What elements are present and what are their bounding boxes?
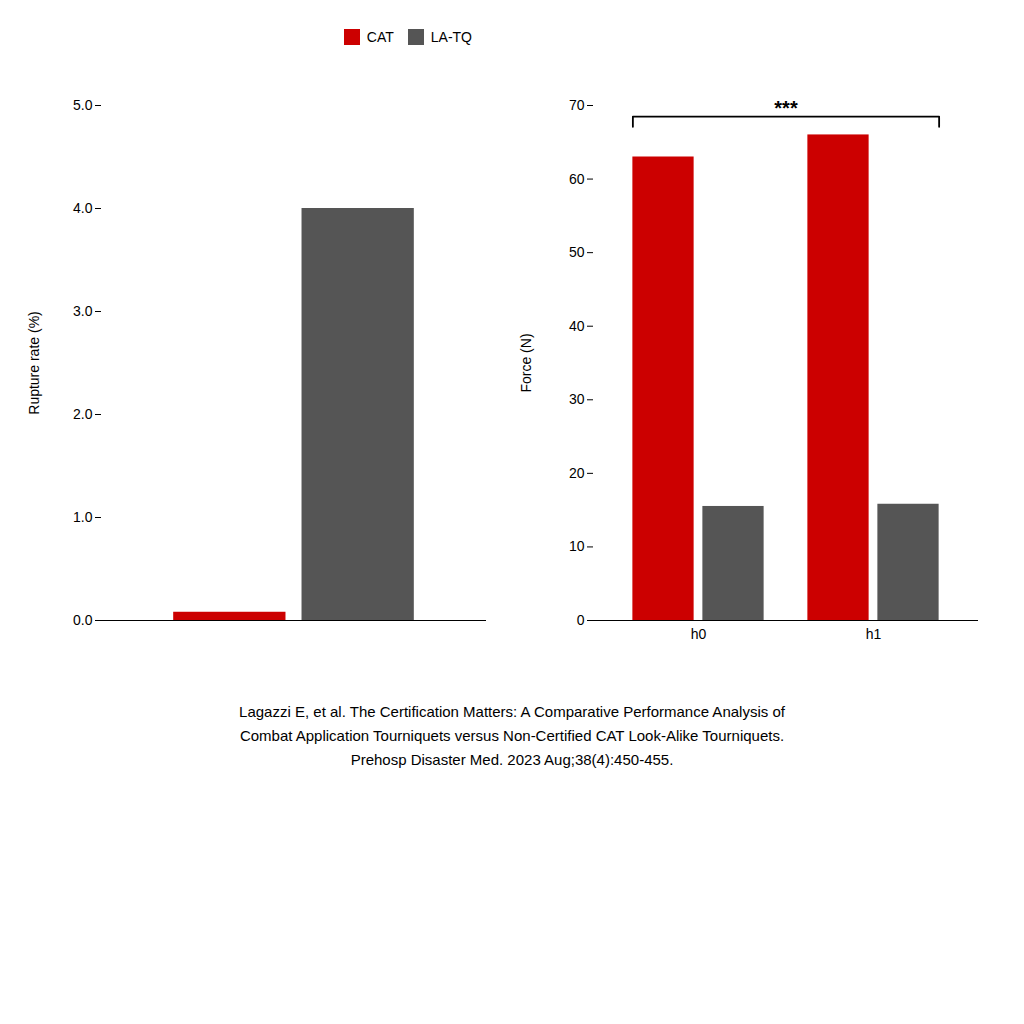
svg-text:2.0: 2.0 xyxy=(73,406,93,422)
svg-text:5.0: 5.0 xyxy=(73,97,93,113)
html-text:LA-TQ: LA-TQ xyxy=(430,28,472,45)
svg-text:Force (N): Force (N) xyxy=(518,333,534,392)
svg-text:30: 30 xyxy=(569,391,585,407)
svg-text:4.0: 4.0 xyxy=(73,200,93,216)
html-text:Lagazzi E, et al. The Certific: Lagazzi E, et al. The Certification Matt… xyxy=(239,703,785,768)
svg-text:70: 70 xyxy=(569,97,585,113)
svg-text:50: 50 xyxy=(569,244,585,260)
html-text:CAT: CAT xyxy=(366,28,394,45)
svg-text:h1: h1 xyxy=(866,626,882,642)
svg-text:***: *** xyxy=(774,97,798,119)
svg-text:1.0: 1.0 xyxy=(73,509,93,525)
svg-text:h0: h0 xyxy=(691,626,707,642)
svg-text:3.0: 3.0 xyxy=(73,303,93,319)
svg-text:0: 0 xyxy=(577,612,585,628)
svg-text:40: 40 xyxy=(569,318,585,334)
svg-text:Rupture rate (%): Rupture rate (%) xyxy=(26,311,42,414)
svg-text:60: 60 xyxy=(569,171,585,187)
svg-text:10: 10 xyxy=(569,538,585,554)
svg-text:20: 20 xyxy=(569,465,585,481)
svg-text:0.0: 0.0 xyxy=(73,612,93,628)
